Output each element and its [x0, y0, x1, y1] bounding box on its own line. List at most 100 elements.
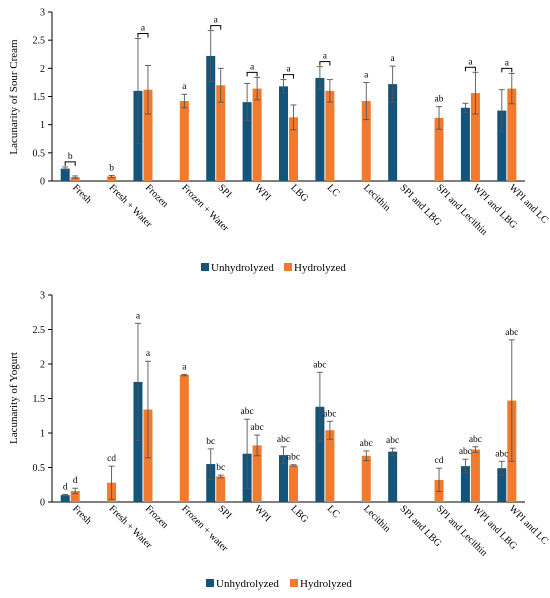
sour-cream-x-tick-label: WPI	[252, 182, 273, 203]
sour-cream-significance-bracket	[319, 61, 331, 66]
sour-cream-significance-letter: b	[68, 152, 73, 162]
sour-cream-bar-hydrolyzed	[107, 176, 117, 181]
yogurt-significance-letter: abc	[386, 436, 399, 446]
sour-cream-bar-hydrolyzed	[434, 117, 444, 181]
sour-cream-significance-letter: a	[505, 58, 510, 68]
sour-cream-bar-unhydrolyzed	[315, 77, 325, 181]
yogurt-bar-hydrolyzed	[361, 455, 371, 502]
sour-cream-bar-unhydrolyzed	[460, 107, 470, 181]
sour-cream-x-tick-label: Lecithin	[361, 182, 392, 213]
yogurt-significance-letter: abc	[313, 360, 326, 370]
yogurt-significance-letter: abc	[241, 407, 254, 417]
sour-cream-x-tick-label: Fresh	[70, 182, 94, 206]
sour-cream-significance-bracket	[64, 161, 76, 166]
yogurt-bar-unhydrolyzed	[133, 381, 143, 502]
yogurt-y-tick-label: 0.5	[33, 463, 46, 474]
sour-cream-bar-hydrolyzed	[361, 101, 371, 181]
yogurt-significance-letter: abc	[360, 439, 373, 449]
yogurt-significance-letter: abc	[459, 447, 472, 457]
yogurt-bar-unhydrolyzed	[60, 495, 70, 502]
yogurt-y-tick-label: 0	[40, 498, 45, 509]
yogurt-x-tick-label: SPI	[216, 503, 234, 521]
sour-cream-significance-bracket	[210, 25, 222, 30]
yogurt-significance-letter: cd	[435, 456, 444, 466]
sour-cream-bar-unhydrolyzed	[497, 110, 507, 181]
yogurt-significance-letter: bc	[216, 463, 225, 473]
sour-cream-significance-letter: b	[109, 163, 114, 173]
sour-cream-x-tick-label: LBG	[288, 182, 310, 204]
yogurt-chart: Lacunarity of Yogurt 0 0.5 1 1.5 2 2.5 3 Fresh F…	[8, 291, 550, 559]
yogurt-y-tick-label: 3	[40, 291, 45, 302]
yogurt-significance-letter: a	[182, 362, 187, 372]
legend-swatch-unhydrolyzed	[206, 579, 214, 587]
sour-cream-y-tick-label: 2.5	[33, 36, 46, 47]
yogurt-significance-letter: abc	[251, 423, 264, 433]
sour-cream-x-tick-label: LC	[325, 182, 342, 199]
yogurt-x-tick-label: Fresh	[70, 503, 94, 527]
sour-cream-significance-bracket	[246, 71, 258, 77]
legend-swatch-unhydrolyzed	[201, 263, 209, 271]
yogurt-bar-unhydrolyzed	[460, 466, 470, 502]
sour-cream-bar-hydrolyzed	[325, 90, 335, 181]
legend-label-unhydrolyzed: Unhydrolyzed	[211, 262, 274, 274]
sour-cream-bar-hydrolyzed	[179, 101, 189, 181]
sour-cream-bar-hydrolyzed	[70, 177, 80, 181]
sour-cream-x-tick-label: Frozen	[143, 182, 170, 209]
sour-cream-y-tick-label: 1.5	[33, 92, 46, 103]
legend-label-hydrolyzed: Hydrolyzed	[294, 262, 346, 274]
yogurt-significance-letter: abc	[469, 435, 482, 445]
sour-cream-y-tick-label: 0	[40, 177, 45, 188]
yogurt-y-tick-label: 2	[40, 360, 45, 371]
sour-cream-significance-letter: a	[391, 54, 396, 64]
sour-cream-y-tick-label: 0.5	[33, 148, 46, 159]
sour-cream-bar-unhydrolyzed	[60, 168, 70, 181]
yogurt-bar-hydrolyzed	[470, 449, 480, 502]
yogurt-x-tick-label: LC	[325, 503, 342, 520]
yogurt-bar-hydrolyzed	[216, 476, 226, 502]
sour-cream-y-tick-label: 2	[40, 64, 45, 75]
sour-cream-bar-hydrolyzed	[289, 117, 298, 181]
sour-cream-bar-hydrolyzed	[507, 88, 517, 181]
sour-cream-significance-bracket	[283, 74, 294, 79]
yogurt-y-tick-label: 2.5	[33, 325, 46, 336]
sour-cream-significance-bracket	[464, 66, 476, 72]
yogurt-y-tick-label: 1.5	[33, 394, 46, 405]
sour-cream-significance-letter: a	[214, 16, 219, 26]
legend-swatch-hydrolyzed	[290, 579, 298, 587]
yogurt-significance-letter: d	[63, 482, 68, 492]
sour-cream-bar-unhydrolyzed	[242, 102, 252, 181]
yogurt-x-tick-label: Lecithin	[361, 503, 392, 534]
sour-cream-bar-unhydrolyzed	[388, 84, 398, 181]
legend-label-unhydrolyzed: Unhydrolyzed	[216, 578, 279, 590]
sour-cream-significance-letter: a	[323, 52, 328, 62]
yogurt-significance-letter: a	[136, 311, 141, 321]
yogurt-x-tick-label: WPI	[252, 503, 273, 524]
yogurt-significance-letter: a	[146, 349, 151, 359]
yogurt-bar-unhydrolyzed	[315, 406, 325, 502]
yogurt-bar-hydrolyzed	[70, 490, 80, 502]
sour-cream-significance-letter: ab	[435, 95, 444, 105]
yogurt-bar-hydrolyzed	[179, 375, 189, 502]
sour-cream-x-tick-label: SPI	[216, 182, 234, 200]
yogurt-bar-unhydrolyzed	[206, 464, 216, 502]
sour-cream-significance-bracket	[137, 32, 149, 38]
sour-cream-significance-letter: a	[468, 57, 473, 67]
yogurt-significance-letter: abc	[495, 449, 508, 459]
legend-swatch-hydrolyzed	[284, 263, 292, 271]
sour-cream-chart: Lacunarity of Sour Cream 0 0.5 1 1.5 2 2.5 3 Fr…	[8, 8, 550, 238]
sour-cream-significance-letter: a	[286, 65, 291, 75]
yogurt-x-tick-label: Frozen	[143, 503, 170, 530]
yogurt-bar-hydrolyzed	[325, 430, 335, 502]
yogurt-y-tick-label: 1	[40, 429, 45, 440]
sour-cream-legend: Unhydrolyzed Hydrolyzed	[201, 262, 346, 274]
yogurt-significance-letter: abc	[323, 409, 336, 419]
sour-cream-y-tick-label: 3	[40, 8, 45, 19]
sour-cream-significance-bracket	[501, 67, 513, 73]
yogurt-significance-letter: abc	[505, 328, 518, 338]
yogurt-bar-unhydrolyzed	[497, 468, 507, 502]
sour-cream-bar-hydrolyzed	[143, 89, 153, 181]
sour-cream-y-axis-label: Lacunarity of Sour Cream	[8, 39, 20, 155]
yogurt-bar-unhydrolyzed	[279, 455, 288, 502]
sour-cream-significance-letter: a	[250, 62, 255, 72]
